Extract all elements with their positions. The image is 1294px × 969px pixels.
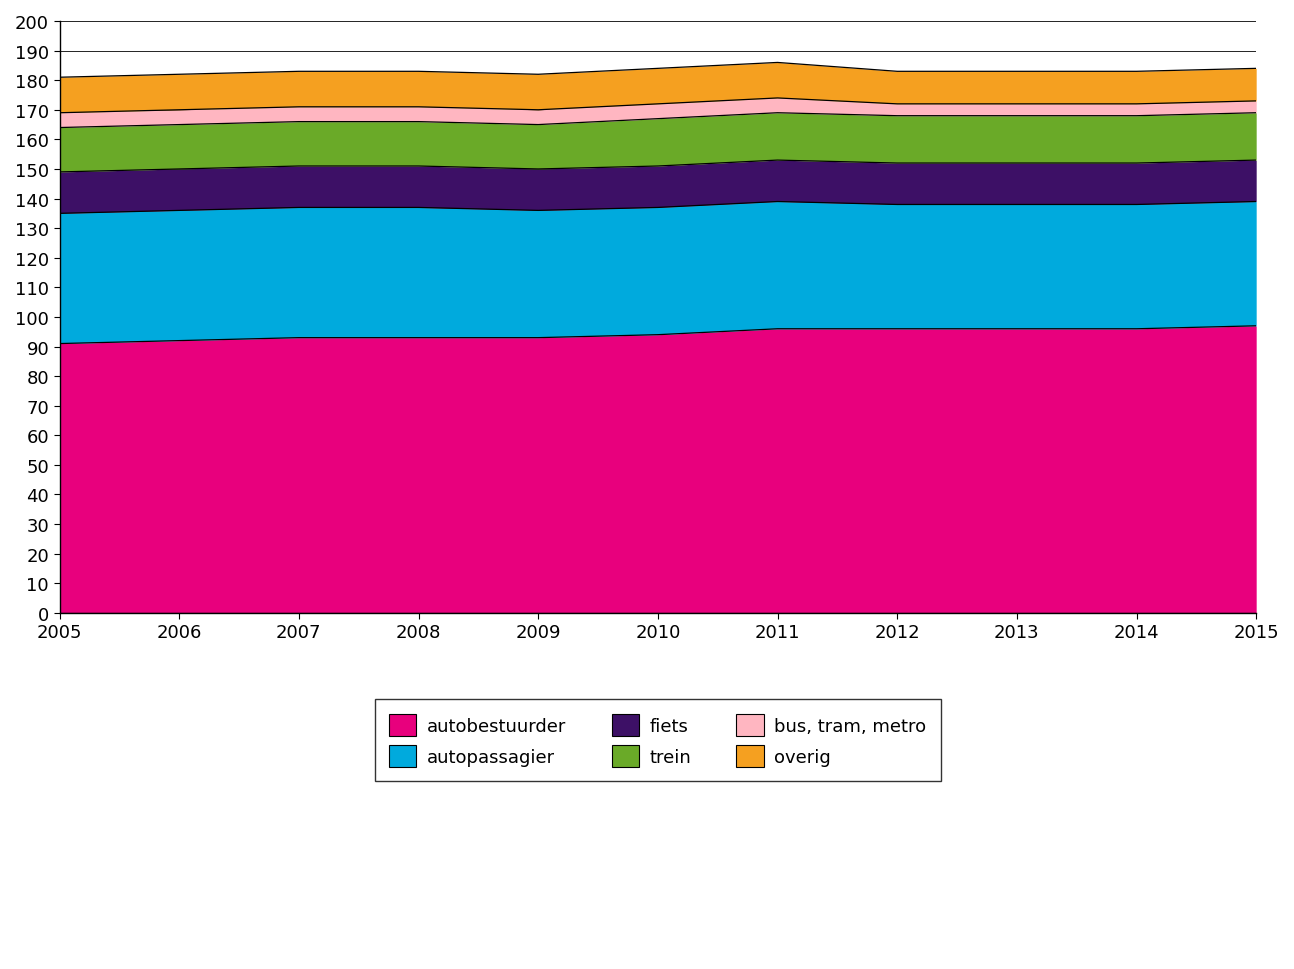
Legend: autobestuurder, autopassagier, fiets, trein, bus, tram, metro, overig: autobestuurder, autopassagier, fiets, tr… — [375, 700, 941, 782]
